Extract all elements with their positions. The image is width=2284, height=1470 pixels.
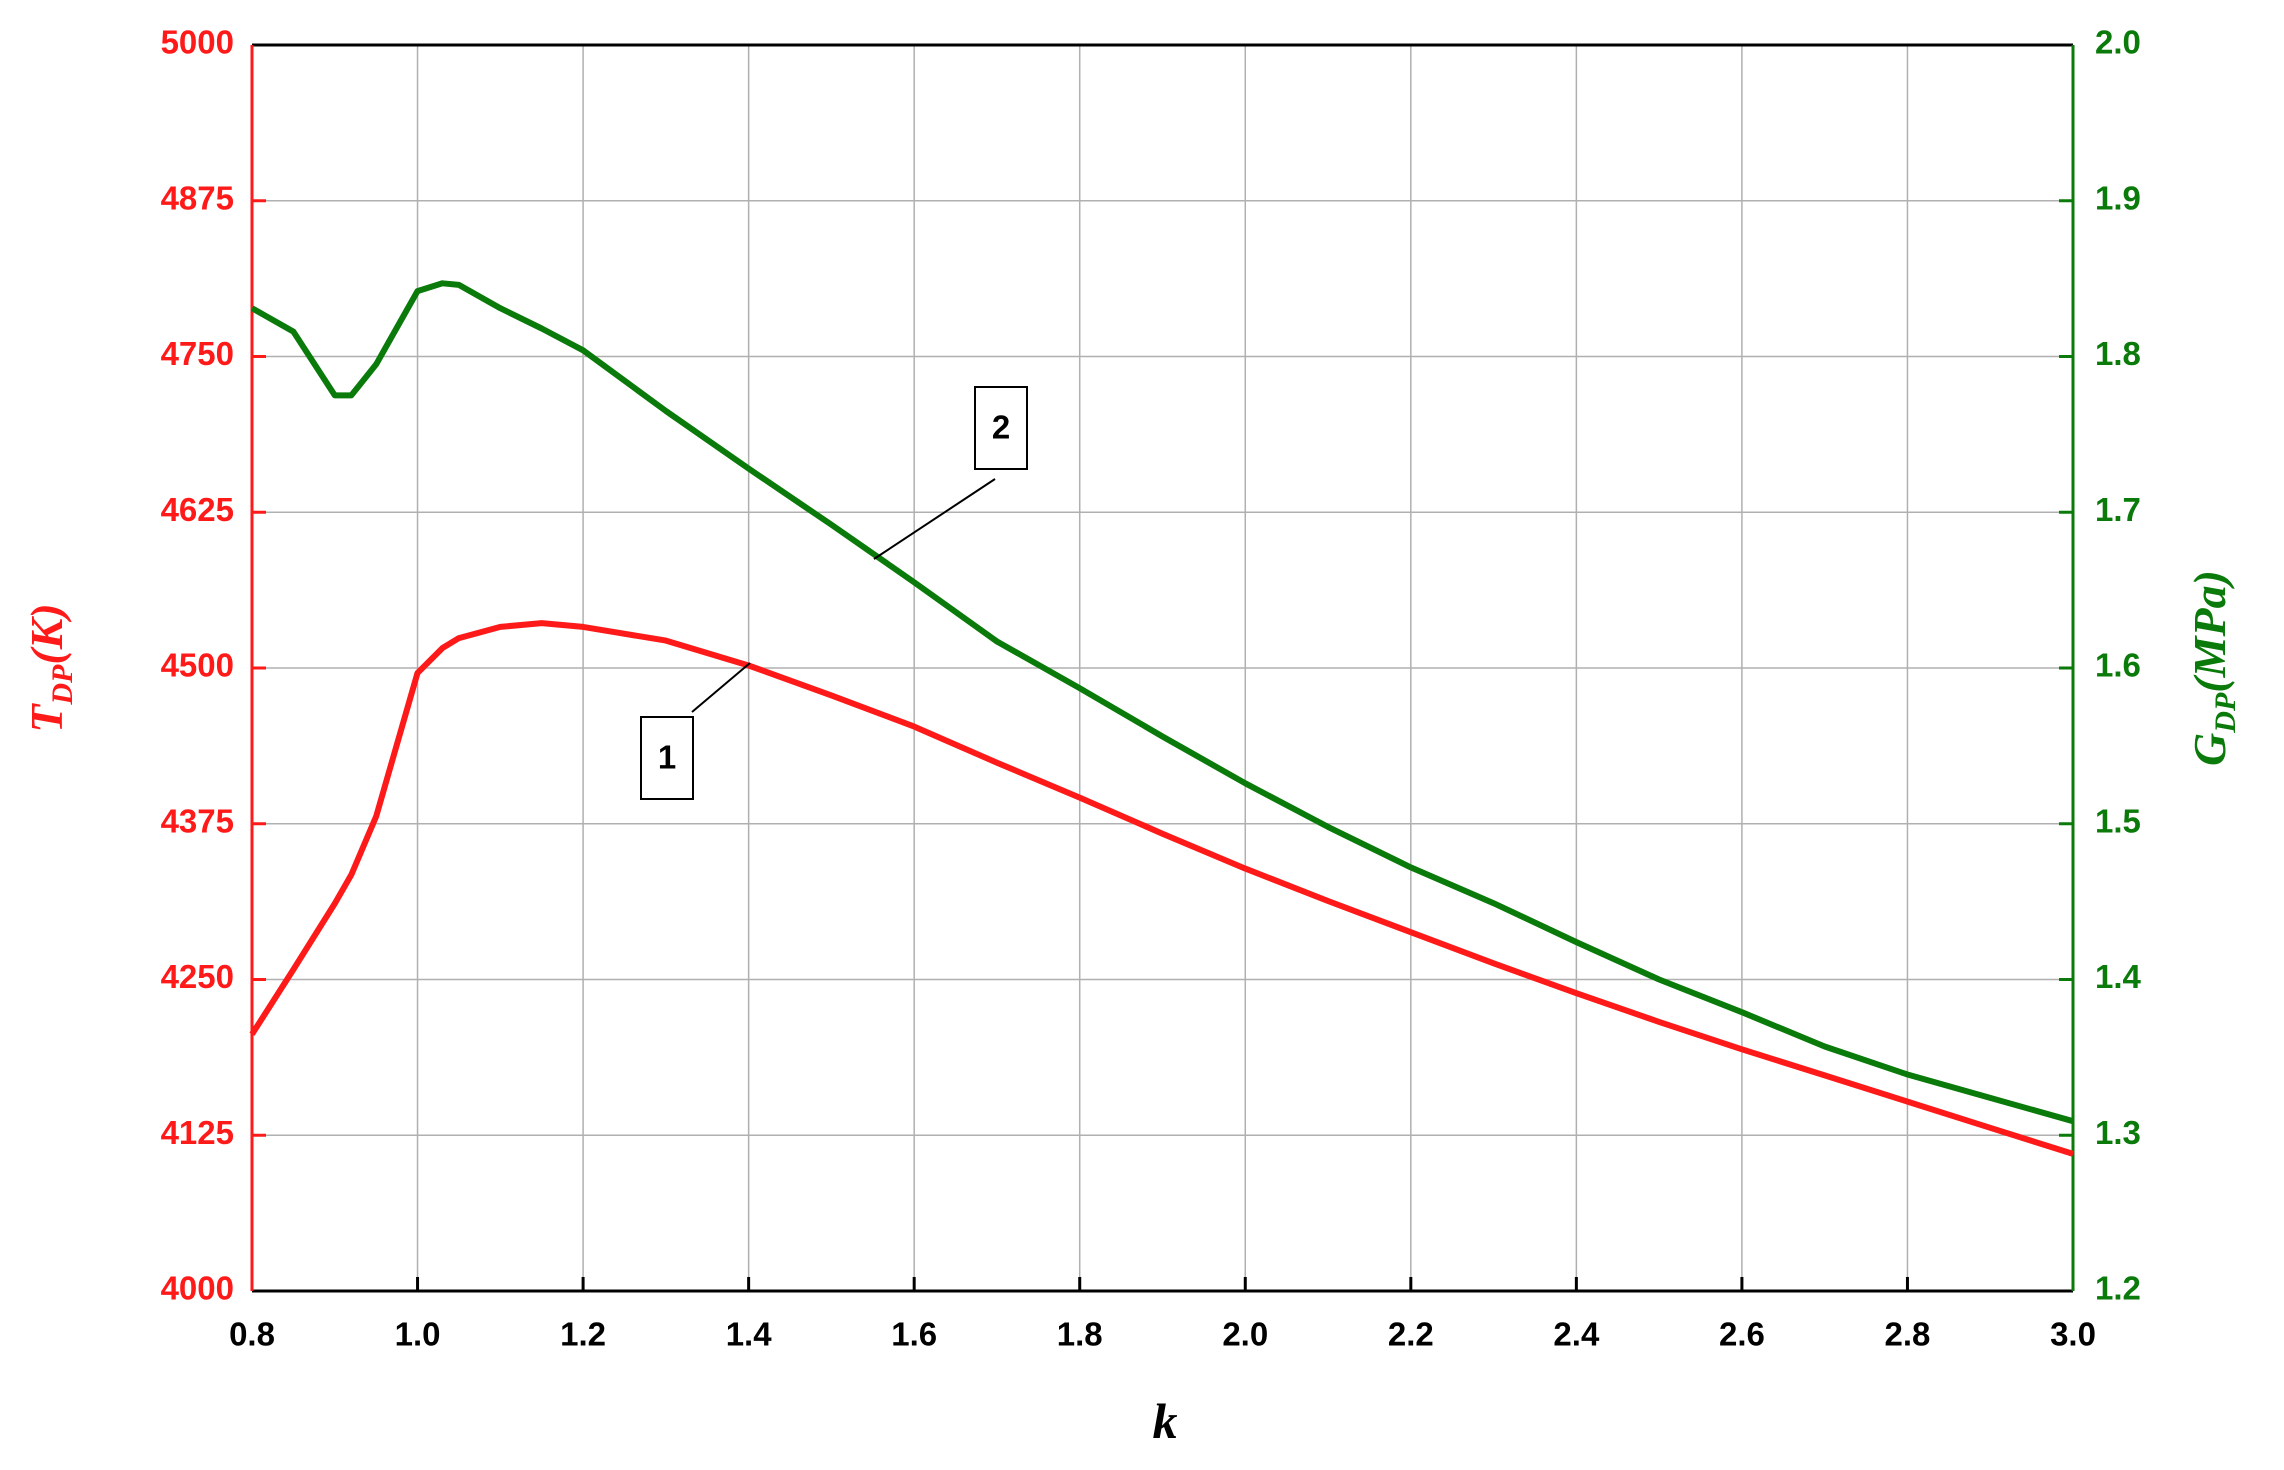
y-tick-label: 4750	[161, 335, 234, 372]
callout-line	[691, 662, 751, 713]
y-tick-label: 5000	[161, 24, 234, 61]
x-tick-label: 2.0	[1222, 1316, 1268, 1353]
y-axis-label: TDP(K)	[21, 603, 79, 732]
callout-box	[974, 386, 1028, 470]
x-tick-label: 2.2	[1388, 1316, 1434, 1353]
series-line	[249, 620, 2074, 1157]
y-tick-label: 4625	[161, 491, 234, 528]
y-tick-label: 4250	[161, 958, 234, 995]
x-tick-label: 3.0	[2050, 1316, 2096, 1353]
y-label-main: T	[21, 703, 72, 733]
y2-label-unit: (MPa)	[2184, 570, 2235, 693]
callout-label: 2	[992, 409, 1010, 446]
y2-tick-label: 1.6	[2095, 647, 2141, 684]
x-tick-label: 1.6	[891, 1316, 937, 1353]
y2-label-main: G	[2184, 733, 2235, 766]
x-tick-label: 1.2	[560, 1316, 606, 1353]
x-tick-label: 1.8	[1057, 1316, 1103, 1353]
y2-tick-label: 2.0	[2095, 24, 2141, 61]
y2-tick-label: 1.8	[2095, 335, 2141, 372]
y-tick-label: 4875	[161, 179, 234, 216]
y2-tick-label: 1.2	[2095, 1270, 2141, 1307]
x-tick-label: 0.8	[229, 1316, 275, 1353]
y2-tick-label: 1.5	[2095, 802, 2141, 839]
y2-tick-label: 1.7	[2095, 491, 2141, 528]
y-tick-label: 4000	[161, 1270, 234, 1307]
x-tick-label: 1.0	[395, 1316, 441, 1353]
y2-tick-label: 1.9	[2095, 179, 2141, 216]
x-tick-label: 1.4	[726, 1316, 773, 1353]
y-tick-label: 4375	[161, 802, 234, 839]
y-tick-label: 4500	[161, 647, 234, 684]
y-label-unit: (K)	[21, 603, 72, 664]
y-label-sub: DP	[46, 664, 79, 706]
y2-label-sub: DP	[2209, 692, 2242, 734]
y2-tick-label: 1.3	[2095, 1114, 2141, 1151]
y-tick-label: 4125	[161, 1114, 234, 1151]
y2-axis-label: GDP(MPa)	[2184, 570, 2242, 766]
series-line	[250, 280, 2074, 1125]
callout-label: 1	[658, 739, 676, 776]
x-tick-label: 2.8	[1885, 1316, 1931, 1353]
x-tick-label: 2.4	[1553, 1316, 1600, 1353]
callout-line	[873, 478, 996, 560]
x-tick-label: 2.6	[1719, 1316, 1765, 1353]
x-axis-label: k	[1153, 1393, 1178, 1449]
callout-box	[640, 716, 694, 800]
y2-tick-label: 1.4	[2095, 958, 2142, 995]
